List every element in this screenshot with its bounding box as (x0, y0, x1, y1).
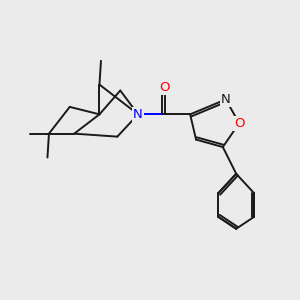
Text: O: O (160, 81, 170, 94)
Text: N: N (221, 93, 231, 106)
Text: N: N (133, 108, 143, 121)
Text: O: O (234, 117, 244, 130)
